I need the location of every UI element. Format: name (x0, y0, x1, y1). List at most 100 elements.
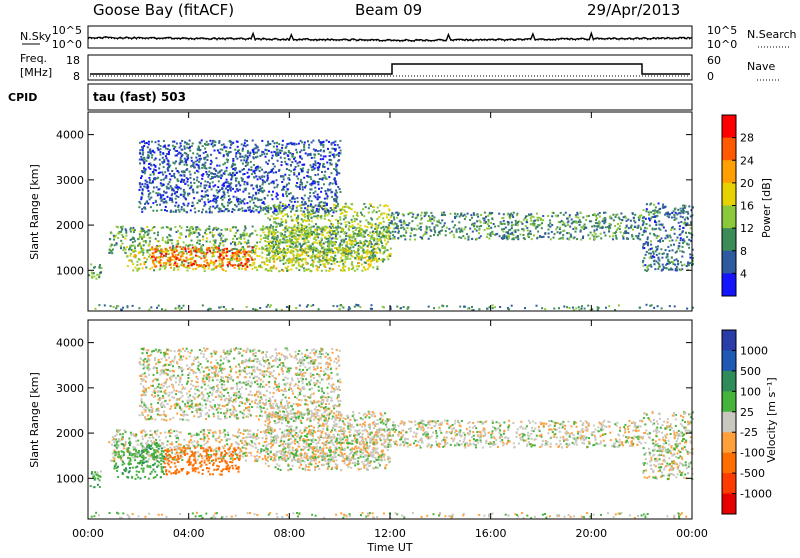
scatter-cell (507, 221, 509, 223)
scatter-cell (400, 235, 402, 237)
scatter-cell (274, 253, 276, 255)
scatter-cell (266, 260, 268, 262)
scatter-cell (325, 241, 327, 243)
scatter-cell (223, 196, 225, 198)
scatter-cell (186, 211, 188, 213)
scatter-cell (293, 144, 295, 146)
scatter-cell (653, 307, 655, 309)
scatter-cell (308, 144, 310, 146)
scatter-cell (221, 210, 223, 212)
scatter-cell (197, 185, 199, 187)
scatter-cell (307, 229, 309, 231)
scatter-cell (207, 144, 209, 146)
scatter-cell (638, 225, 640, 227)
scatter-cell (176, 184, 178, 186)
scatter-cell (301, 158, 303, 160)
scatter-cell (242, 150, 244, 152)
scatter-cell (133, 237, 135, 239)
scatter-cell (296, 230, 298, 232)
scatter-cell (198, 146, 200, 148)
scatter-cell (235, 232, 237, 234)
scatter-cell (184, 141, 186, 143)
scatter-cell (285, 262, 287, 264)
scatter-cell (139, 153, 141, 155)
scatter-cell (183, 305, 185, 307)
scatter-cell (272, 226, 274, 228)
scatter-cell (256, 234, 258, 236)
scatter-cell (176, 258, 178, 260)
scatter-cell (194, 250, 196, 252)
scatter-cell (505, 227, 507, 229)
scatter-cell (668, 263, 670, 265)
scatter-cell (341, 253, 343, 255)
scatter-cell (673, 216, 675, 218)
scatter-cell (378, 210, 380, 212)
scatter-cell (149, 254, 151, 256)
scatter-cell (249, 155, 251, 157)
scatter-cell (144, 172, 146, 174)
scatter-cell (295, 260, 297, 262)
scatter-cell (234, 149, 236, 151)
scatter-cell (647, 238, 649, 240)
scatter-cell (141, 211, 143, 213)
scatter-cell (265, 161, 267, 163)
scatter-cell (148, 229, 150, 231)
scatter-cell (275, 196, 277, 198)
scatter-cell (459, 216, 461, 218)
scatter-cell (280, 176, 282, 178)
scatter-cell (290, 261, 292, 263)
scatter-cell (149, 237, 151, 239)
scatter-cell (152, 249, 154, 251)
scatter-cell (575, 216, 577, 218)
scatter-cell (184, 183, 186, 185)
scatter-cell (269, 257, 271, 259)
scatter-cell (486, 308, 488, 310)
scatter-cell (667, 246, 669, 248)
scatter-cell (172, 259, 174, 261)
scatter-cell (125, 235, 127, 237)
scatter-cell (225, 181, 227, 183)
scatter-cell (537, 231, 539, 233)
scatter-cell (272, 267, 274, 269)
scatter-cell (171, 175, 173, 177)
scatter-cell (167, 250, 169, 252)
scatter-cell (273, 221, 275, 223)
scatter-cell (354, 306, 356, 308)
scatter-cell (391, 212, 393, 214)
scatter-cell (563, 214, 565, 216)
scatter-cell (181, 175, 183, 177)
scatter-cell (460, 237, 462, 239)
scatter-cell (199, 240, 201, 242)
scatter-cell (279, 240, 281, 242)
scatter-cell (293, 172, 295, 174)
scatter-cell (141, 238, 143, 240)
scatter-cell (683, 240, 685, 242)
scatter-cell (324, 236, 326, 238)
scatter-cell (143, 140, 145, 142)
scatter-cell (169, 239, 171, 241)
scatter-cell (492, 218, 494, 220)
scatter-cell (326, 178, 328, 180)
scatter-cell (487, 223, 489, 225)
scatter-cell (237, 254, 239, 256)
scatter-cell (534, 223, 536, 225)
scatter-cell (297, 241, 299, 243)
scatter-cell (236, 188, 238, 190)
scatter-cell (297, 218, 299, 220)
scatter-cell (239, 198, 241, 200)
scatter-cell (356, 212, 358, 214)
scatter-cell (688, 239, 690, 241)
scatter-cell (280, 232, 282, 234)
scatter-cell (209, 206, 211, 208)
scatter-cell (650, 253, 652, 255)
scatter-cell (247, 164, 249, 166)
scatter-cell (378, 216, 380, 218)
scatter-cell (214, 201, 216, 203)
scatter-cell (517, 224, 519, 226)
scatter-cell (387, 258, 389, 260)
scatter-cell (142, 170, 144, 172)
scatter-cell (310, 245, 312, 247)
scatter-cell (299, 184, 301, 186)
scatter-cell (186, 181, 188, 183)
scatter-cell (336, 238, 338, 240)
